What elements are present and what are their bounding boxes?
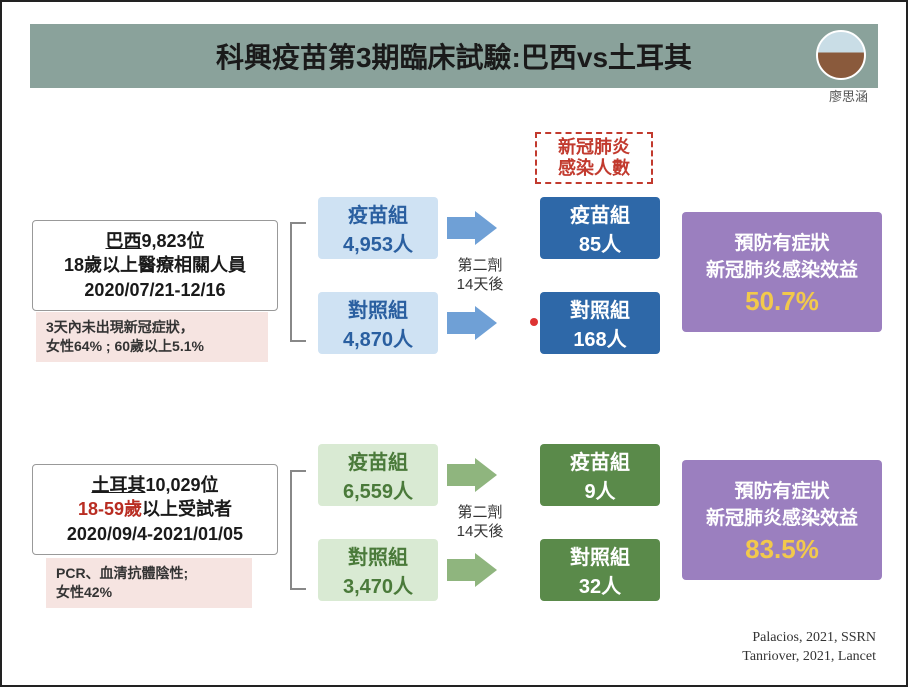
brazil-result-box: 預防有症狀 新冠肺炎感染效益 50.7% bbox=[682, 212, 882, 332]
turkey-result-box: 預防有症狀 新冠肺炎感染效益 83.5% bbox=[682, 460, 882, 580]
avatar bbox=[816, 30, 866, 80]
slide-title: 科興疫苗第3期臨床試驗:巴西vs土耳其 bbox=[216, 36, 692, 76]
turkey-note: PCR、血清抗體陰性; 女性42% bbox=[46, 558, 252, 608]
brazil-vaccine-group-box: 疫苗組 4,953人 bbox=[318, 197, 438, 259]
callout-line1: 新冠肺炎 bbox=[558, 137, 630, 158]
title-bar: 科興疫苗第3期臨床試驗:巴西vs土耳其 bbox=[30, 24, 878, 88]
brazil-info-line2: 18歲以上醫療相關人員 bbox=[43, 253, 267, 277]
turkey-result-pct: 83.5% bbox=[745, 534, 819, 565]
turkey-info-box: 土耳其10,029位 18-59歲以上受試者 2020/09/4-2021/01… bbox=[32, 464, 278, 555]
avatar-name: 廖思涵 bbox=[829, 86, 868, 105]
brazil-control-out-label: 對照組 bbox=[570, 294, 630, 323]
brazil-mid-label: 第二劑 14天後 bbox=[450, 257, 510, 295]
turkey-info-line3: 2020/09/4-2021/01/05 bbox=[43, 522, 267, 546]
brazil-vaccine-label: 疫苗組 bbox=[348, 199, 408, 228]
brazil-result-line1: 預防有症狀 bbox=[734, 228, 829, 255]
brazil-note-line1: 3天內未出現新冠症狀， bbox=[46, 318, 258, 337]
turkey-info-line1: 土耳其10,029位 bbox=[43, 473, 267, 497]
brazil-result-pct: 50.7% bbox=[745, 286, 819, 317]
turkey-control-n: 3,470人 bbox=[343, 570, 413, 599]
brazil-info-line1: 巴西9,823位 bbox=[43, 229, 267, 253]
brazil-vaccine-out-label: 疫苗組 bbox=[570, 199, 630, 228]
turkey-vaccine-out-n: 9人 bbox=[584, 475, 615, 504]
brazil-vaccine-outcome-box: 疫苗組 85人 bbox=[540, 197, 660, 259]
brazil-control-n: 4,870人 bbox=[343, 323, 413, 352]
brazil-control-outcome-box: 對照組 168人 bbox=[540, 292, 660, 354]
pointer-dot-icon bbox=[530, 318, 538, 326]
turkey-info-line2: 18-59歲以上受試者 bbox=[43, 497, 267, 521]
turkey-control-outcome-box: 對照組 32人 bbox=[540, 539, 660, 601]
callout-line2: 感染人數 bbox=[558, 158, 630, 179]
brazil-result-line2: 新冠肺炎感染效益 bbox=[706, 255, 858, 282]
brazil-vaccine-out-n: 85人 bbox=[579, 228, 621, 257]
citation-1: Palacios, 2021, SSRN bbox=[742, 629, 876, 648]
turkey-bracket bbox=[290, 470, 306, 590]
citations: Palacios, 2021, SSRN Tanriover, 2021, La… bbox=[742, 629, 876, 667]
citation-2: Tanriover, 2021, Lancet bbox=[742, 648, 876, 667]
turkey-control-out-n: 32人 bbox=[579, 570, 621, 599]
turkey-result-line1: 預防有症狀 bbox=[734, 476, 829, 503]
turkey-vaccine-group-box: 疫苗組 6,559人 bbox=[318, 444, 438, 506]
turkey-vaccine-out-label: 疫苗組 bbox=[570, 446, 630, 475]
brazil-info-line3: 2020/07/21-12/16 bbox=[43, 278, 267, 302]
turkey-vaccine-n: 6,559人 bbox=[343, 475, 413, 504]
turkey-note-line1: PCR、血清抗體陰性; bbox=[56, 564, 242, 583]
turkey-control-label: 對照組 bbox=[348, 541, 408, 570]
slide: 科興疫苗第3期臨床試驗:巴西vs土耳其 廖思涵 新冠肺炎 感染人數 巴西9,82… bbox=[0, 0, 908, 687]
brazil-control-out-n: 168人 bbox=[573, 323, 626, 352]
brazil-note-line2: 女性64% ; 60歲以上5.1% bbox=[46, 337, 258, 356]
turkey-note-line2: 女性42% bbox=[56, 583, 242, 602]
turkey-vaccine-label: 疫苗組 bbox=[348, 446, 408, 475]
turkey-mid-label: 第二劑 14天後 bbox=[450, 504, 510, 542]
brazil-control-group-box: 對照組 4,870人 bbox=[318, 292, 438, 354]
turkey-result-line2: 新冠肺炎感染效益 bbox=[706, 503, 858, 530]
brazil-vaccine-n: 4,953人 bbox=[343, 228, 413, 257]
brazil-info-box: 巴西9,823位 18歲以上醫療相關人員 2020/07/21-12/16 bbox=[32, 220, 278, 311]
turkey-control-out-label: 對照組 bbox=[570, 541, 630, 570]
brazil-bracket bbox=[290, 222, 306, 342]
turkey-control-group-box: 對照組 3,470人 bbox=[318, 539, 438, 601]
brazil-control-label: 對照組 bbox=[348, 294, 408, 323]
brazil-note: 3天內未出現新冠症狀， 女性64% ; 60歲以上5.1% bbox=[36, 312, 268, 362]
turkey-vaccine-outcome-box: 疫苗組 9人 bbox=[540, 444, 660, 506]
infection-count-callout: 新冠肺炎 感染人數 bbox=[535, 132, 653, 184]
